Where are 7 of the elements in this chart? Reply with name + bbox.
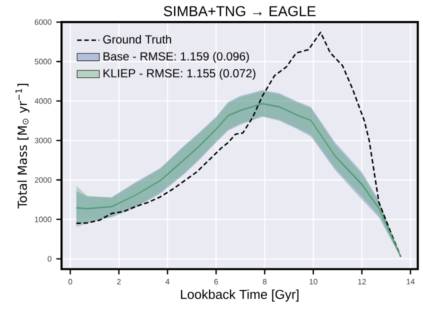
legend-label: Base - RMSE: 1.159 (0.096) bbox=[104, 52, 249, 63]
legend-label: Ground Truth bbox=[103, 35, 172, 44]
y-axis-title: Total Mass [M$_{⊙}$ yr$^{−1}$] bbox=[16, 84, 30, 209]
legend-label: KLIEP - RMSE: 1.155 (0.072) bbox=[104, 68, 256, 80]
line-series bbox=[76, 32, 402, 258]
chart-title: SIMBA+TNG → EAGLE bbox=[164, 6, 316, 16]
x-axis-title: Lookback Time [Gyr] bbox=[181, 290, 298, 302]
